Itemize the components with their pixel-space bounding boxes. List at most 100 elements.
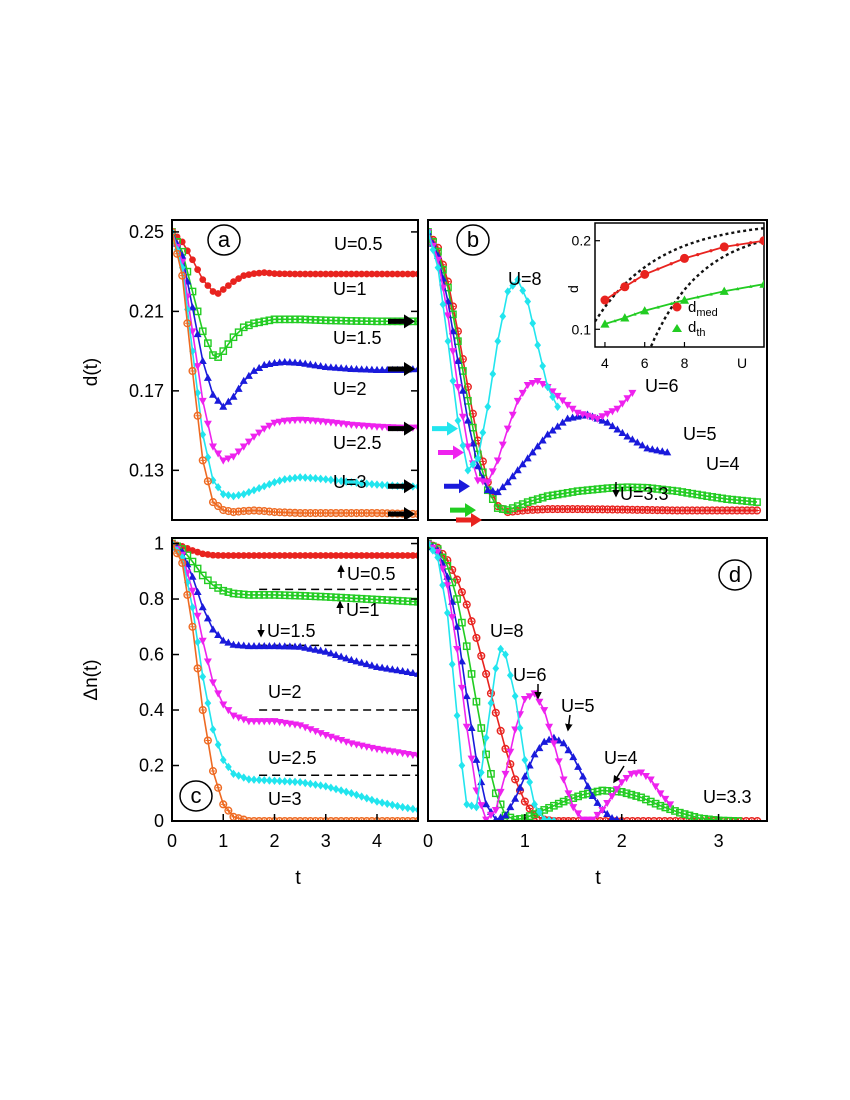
- panel-a-point-u-2: [203, 420, 212, 428]
- panel-d-point-u-4: [472, 697, 481, 706]
- panel-b-arrow-2: [444, 479, 470, 494]
- panel-c-point-u-2: [234, 714, 243, 722]
- panel-c-point-u-1: [373, 595, 381, 604]
- panel-d-point-u-6: [666, 801, 675, 809]
- panel-a-point-u-2: [255, 429, 264, 437]
- panel-b-point-u-5: [663, 448, 672, 456]
- panel-a-point-u-2-5: [322, 475, 330, 484]
- panel-c-point-u-2: [214, 690, 223, 698]
- panel-a-point-u-0-5: [378, 270, 386, 278]
- panel-c-point-u-1-5: [301, 643, 310, 651]
- panel-c-point-u-2-5: [383, 799, 391, 808]
- panel-b-point-u-4: [678, 488, 687, 496]
- panel-b-point-u-5: [503, 478, 512, 486]
- panel-a-point-u-2-5: [276, 476, 283, 485]
- panel-c-point-u-3: [296, 816, 305, 821]
- panel-b-point-u-4: [578, 486, 587, 495]
- panel-d-point-u-5: [467, 723, 476, 731]
- panel-c-point-u-3: [188, 622, 197, 631]
- panel-a-point-u-1-5: [209, 390, 217, 398]
- inset-point-d-med: [640, 269, 650, 279]
- panel-b-point-u-4: [713, 493, 721, 502]
- panel-b-point-u-8: [544, 382, 552, 392]
- panel-d-point-u-8: [536, 807, 543, 817]
- legend-marker-dmed: [672, 302, 682, 312]
- panel-d-point-u-6: [646, 776, 655, 784]
- panel-a-point-u-1-5: [203, 373, 212, 381]
- panel-d-point-u-4: [646, 797, 655, 806]
- panel-a-point-u-2: [244, 438, 253, 446]
- panel-c-point-u-2: [311, 728, 320, 736]
- panel-a-point-u-0-5: [322, 270, 330, 278]
- panel-b-point-u-6: [613, 405, 622, 413]
- panel-a-point-u-1: [209, 351, 217, 359]
- panel-c-point-u-1-5: [326, 649, 335, 657]
- panel-a-point-u-1: [373, 317, 381, 326]
- panel-b-point-u-6: [623, 395, 632, 403]
- panel-b-point-u-5: [658, 447, 667, 455]
- legend-label-dmed: dmed: [688, 299, 718, 319]
- panel-a-point-u-3: [193, 411, 202, 420]
- panel-c-point-u-1-5: [209, 625, 217, 633]
- panel-c-point-u-2-5: [245, 775, 253, 784]
- panel-c-point-u-3: [326, 816, 335, 821]
- panel-c-point-u-2-5: [296, 777, 304, 787]
- panel-a-point-u-0-5: [281, 270, 289, 278]
- panel-c-point-u-1: [388, 596, 397, 605]
- panel-b-point-u-5: [553, 422, 562, 430]
- panel-d-point-u-5: [559, 739, 568, 747]
- panel-c-point-u-0-5: [301, 552, 309, 559]
- panel-a-point-u-1-5: [219, 402, 228, 410]
- panel-a-point-u-0-5: [348, 270, 355, 278]
- panel-a-point-u-2-5: [281, 475, 289, 484]
- panel-d-series-u-6: [428, 540, 675, 821]
- panel-c-point-u-3: [244, 816, 253, 821]
- panel-c-point-u-2-5: [368, 795, 376, 805]
- panel-a-series-u-2: [172, 228, 418, 465]
- panel-a-point-u-1-5: [296, 358, 305, 366]
- panel-d-point-u-5: [578, 772, 587, 780]
- panel-b-point-u-6: [563, 401, 572, 409]
- panel-a-annot-4: U=2.5: [333, 433, 382, 453]
- panel-d-point-u-4: [685, 811, 694, 820]
- panel-a-point-u-2-5: [219, 489, 227, 499]
- panel-c-point-u-0-5: [204, 551, 212, 558]
- panel-c-point-u-0-5: [378, 552, 386, 559]
- panel-c-point-u-3: [352, 816, 361, 821]
- panel-b-point-u-4: [523, 498, 532, 506]
- panel-d-point-u-8: [448, 660, 456, 669]
- panel-a-point-u-2: [250, 433, 258, 441]
- panel-a-arrow-3: [388, 479, 415, 494]
- panel-d-point-u-3-3: [462, 600, 471, 609]
- panel-c-point-u-0-5: [240, 552, 248, 559]
- panel-b-point-u-6: [523, 381, 532, 390]
- panel-b-point-u-4: [703, 492, 712, 501]
- panel-d-point-u-8: [516, 723, 524, 733]
- panel-b-point-u-4: [503, 506, 512, 514]
- panel-b-point-u-6: [603, 410, 612, 418]
- panel-d-xtick-label: 2: [617, 831, 627, 851]
- panel-a-point-u-1-5: [193, 330, 202, 338]
- panel-c-point-u-3: [178, 558, 187, 568]
- panel-c-point-u-3: [378, 816, 387, 821]
- panel-a-point-u-0-5: [327, 270, 335, 278]
- panel-a-point-u-2: [229, 453, 238, 461]
- panel-c-point-u-3: [306, 816, 315, 821]
- panel-c-point-u-1-5: [239, 641, 248, 649]
- panel-a-point-u-2-5: [353, 478, 360, 487]
- panel-a-series-u-0-5: [172, 228, 418, 297]
- panel-b-annot-1: U=6: [645, 376, 679, 396]
- panel-c-point-u-1-5: [291, 642, 299, 650]
- panel-d-point-u-8: [477, 768, 485, 777]
- inset: 4 6 8 0.2 0.1 U d dmed dth: [565, 222, 765, 371]
- panel-b-point-u-4: [698, 491, 707, 500]
- panel-d-point-u-4: [453, 595, 461, 603]
- panel-d-point-u-5: [588, 791, 597, 799]
- panel-d-point-u-6: [651, 783, 660, 791]
- panel-a-point-u-0-5: [307, 270, 314, 278]
- panel-c-point-u-1-5: [352, 657, 361, 665]
- panel-c-point-u-2-5: [178, 553, 186, 562]
- panel-d-point-u-6: [554, 758, 563, 766]
- panel-d-point-u-8: [526, 777, 534, 787]
- panel-a-point-u-0-5: [194, 266, 201, 274]
